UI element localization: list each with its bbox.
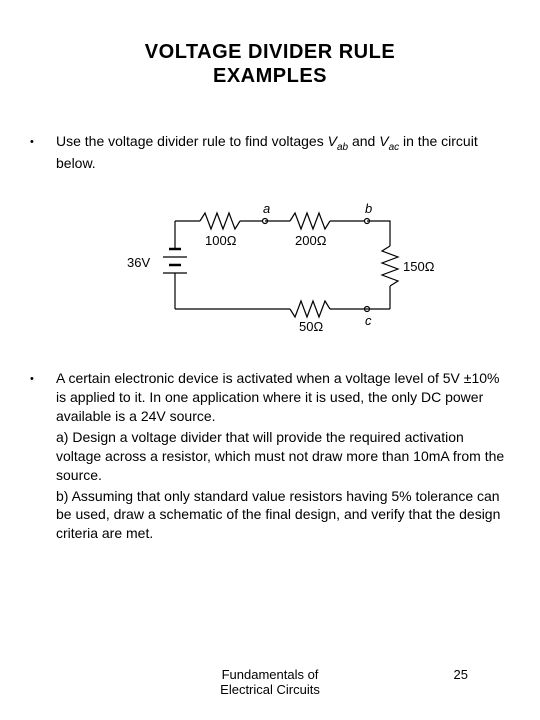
circuit-diagram: 36V a b c 100Ω 200Ω 150Ω 50Ω [105,191,435,341]
problem-1: • Use the voltage divider rule to find v… [30,132,510,173]
slide-footer: Fundamentals of Electrical Circuits 25 [0,667,540,698]
bullet-dot-2: • [30,369,56,545]
footer-line2: Electrical Circuits [220,682,320,697]
bullet-dot: • [30,132,56,173]
problem-1-text: Use the voltage divider rule to find vol… [56,132,510,173]
problem-2-body: A certain electronic device is activated… [56,369,510,545]
r2-value: 200Ω [295,233,327,248]
p2-intro: A certain electronic device is activated… [56,369,510,426]
title-line1: VOLTAGE DIVIDER RULE [145,41,395,63]
p1-v2sub: ac [389,142,400,153]
r4-value: 50Ω [299,319,323,334]
p2-b: b) Assuming that only standard value res… [56,487,510,544]
r3-value: 150Ω [403,259,435,274]
title-line2: EXAMPLES [213,65,327,87]
r1-value: 100Ω [205,233,237,248]
page-title: VOLTAGE DIVIDER RULE EXAMPLES [30,40,510,88]
problem-2: • A certain electronic device is activat… [30,369,510,545]
p2-a: a) Design a voltage divider that will pr… [56,428,510,485]
footer-line1: Fundamentals of [222,667,319,682]
p1-v1: V [328,133,337,149]
source-label: 36V [127,255,150,270]
p1-pre: Use the voltage divider rule to find vol… [56,133,328,149]
p1-mid: and [348,133,379,149]
node-c-label: c [365,313,372,328]
p1-v2: V [379,133,388,149]
page-number: 25 [454,667,468,682]
node-a-label: a [263,201,270,216]
footer-title: Fundamentals of Electrical Circuits [220,667,320,698]
p1-v1sub: ab [337,142,348,153]
node-b-label: b [365,201,372,216]
